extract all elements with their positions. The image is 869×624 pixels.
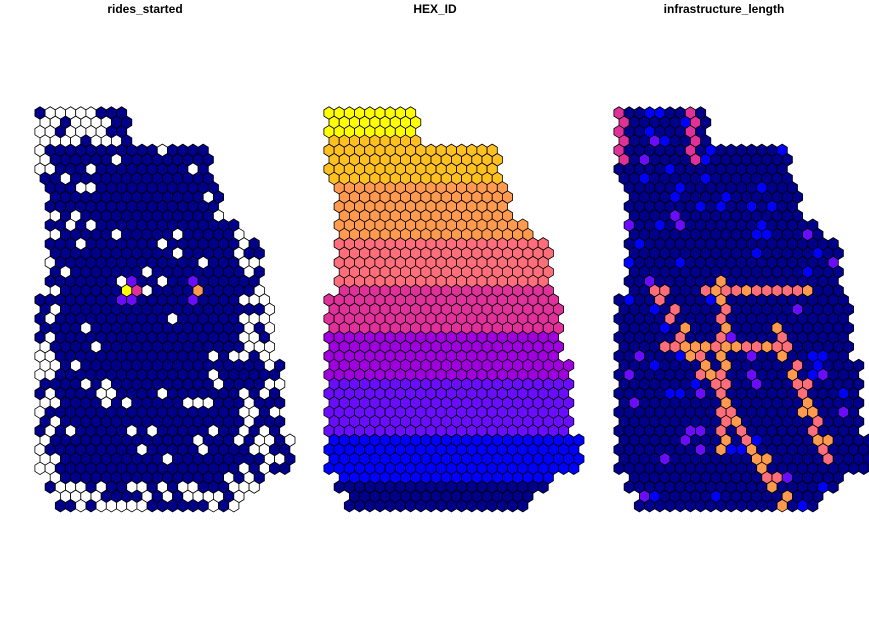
hex-id-hex-cell [517, 498, 529, 513]
hex-id-hex-cell [333, 480, 345, 494]
hex-id-hex-cell [384, 498, 396, 513]
rides-started-hex-cell [167, 498, 179, 513]
infrastructure-length-hex-cell [644, 498, 656, 513]
infrastructure-length-hex-cell [766, 498, 778, 513]
infrastructure-length-hex-cell [613, 461, 625, 476]
infrastructure-length-hex-cell [684, 498, 696, 513]
rides-started-hex-cell [207, 498, 219, 513]
hex-id-hex-cell [568, 461, 580, 476]
infrastructure-length-hex-cell [633, 498, 645, 513]
rides-started-hex-cell [218, 498, 230, 513]
rides-started-hex-cell [156, 498, 168, 513]
hex-id-hex-cell [425, 498, 437, 513]
hex-id-hex-cell [445, 498, 457, 513]
rides-started-hex-cell [248, 480, 260, 494]
infrastructure-length-hex-cell [715, 498, 727, 513]
panel-title-infrastructure-length: infrastructure_length [663, 2, 785, 16]
infrastructure-length-hex-cell [797, 498, 809, 513]
rides-started-hex-cell [116, 498, 128, 513]
rides-started-hex-cell [75, 498, 87, 513]
hex-id-hex-cell [507, 498, 519, 513]
rides-started-hex-cell [126, 498, 138, 513]
rides-started-hex-cell [85, 498, 97, 513]
infrastructure-length-hex-cell [786, 498, 798, 513]
infrastructure-length-hex-cell [664, 498, 676, 513]
hex-id-hex-cell [354, 498, 366, 513]
rides-started-hex-cell [228, 498, 240, 513]
hex-map-rides-started [34, 106, 296, 513]
infrastructure-length-hex-cell [705, 498, 717, 513]
hex-id-hex-cell [394, 498, 406, 513]
rides-started-hex-cell [105, 498, 117, 513]
hex-id-hex-cell [364, 498, 376, 513]
panel-title-rides-started: rides_started [107, 2, 183, 16]
rides-started-hex-cell [34, 461, 46, 476]
infrastructure-length-hex-cell [735, 498, 747, 513]
infrastructure-length-hex-cell [674, 498, 686, 513]
hex-id-hex-cell [435, 498, 447, 513]
infrastructure-length-hex-cell [807, 498, 819, 513]
rides-started-hex-cell [279, 461, 291, 476]
hex-id-hex-cell [466, 498, 478, 513]
panel-title-hex-id: HEX_ID [413, 2, 457, 16]
rides-started-hex-cell [44, 480, 56, 494]
infrastructure-length-hex-cell [654, 498, 666, 513]
infrastructure-length-hex-cell [756, 498, 768, 513]
hex-id-hex-cell [405, 498, 417, 513]
rides-started-hex-cell [177, 498, 189, 513]
infrastructure-length-hex-cell [858, 461, 869, 476]
rides-started-hex-cell [95, 498, 107, 513]
hex-id-hex-cell [343, 498, 355, 513]
infrastructure-length-hex-cell [827, 480, 839, 494]
infrastructure-length-hex-cell [848, 461, 860, 476]
rides-started-hex-cell [136, 498, 148, 513]
hex-id-hex-cell [456, 498, 468, 513]
infrastructure-length-hex-cell [623, 480, 635, 494]
hex-id-hex-cell [415, 498, 427, 513]
hex-id-hex-cell [486, 498, 498, 513]
rides-started-hex-cell [54, 498, 66, 513]
hex-map-infrastructure-length [613, 106, 869, 513]
infrastructure-length-hex-cell [725, 498, 737, 513]
hex-id-hex-cell [323, 461, 335, 476]
rides-started-hex-cell [187, 498, 199, 513]
hex-id-hex-cell [496, 498, 508, 513]
hex-id-hex-cell [537, 480, 549, 494]
rides-started-hex-cell [146, 498, 158, 513]
hex-map-hex-id [323, 106, 585, 513]
rides-started-hex-cell [65, 498, 77, 513]
hex-id-hex-cell [558, 461, 570, 476]
hex-id-hex-cell [476, 498, 488, 513]
infrastructure-length-hex-cell [776, 498, 788, 513]
infrastructure-length-hex-cell [746, 498, 758, 513]
infrastructure-length-hex-cell [695, 498, 707, 513]
hex-id-hex-cell [374, 498, 386, 513]
rides-started-hex-cell [269, 461, 281, 476]
rides-started-hex-cell [197, 498, 209, 513]
